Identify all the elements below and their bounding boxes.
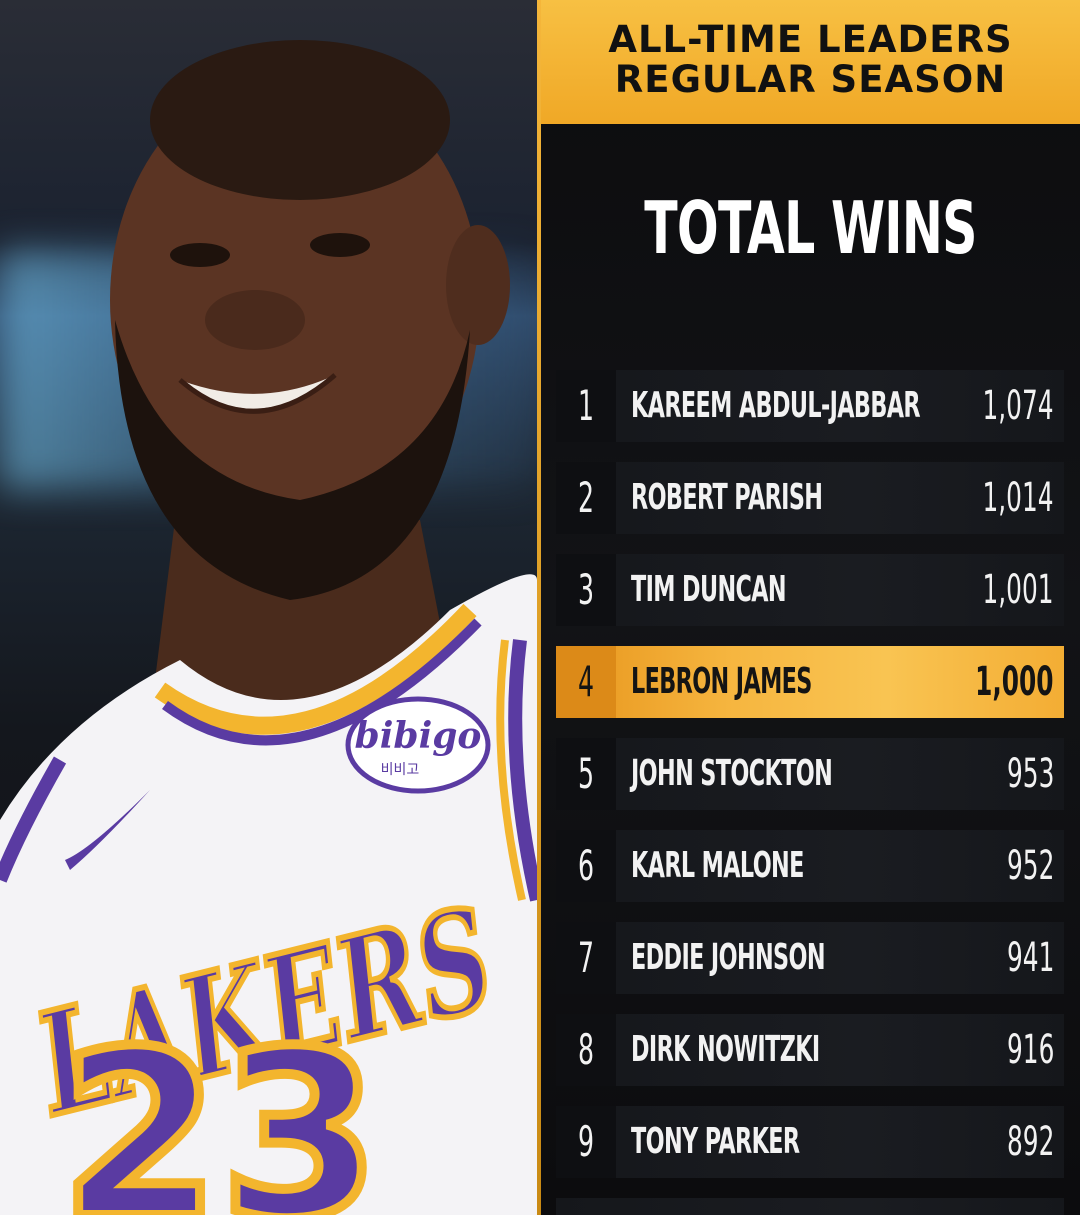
- rank-cell: [556, 1106, 616, 1178]
- leader-rank: 2: [577, 473, 595, 522]
- leader-row: 1 KAREEM ABDUL-JABBAR 1,074: [556, 370, 1064, 442]
- player-photo: LAKERS 23 bibigo 비비고: [0, 0, 537, 1215]
- leader-row: 8 DIRK NOWITZKI 916: [556, 1014, 1064, 1086]
- leader-rank: 8: [577, 1025, 595, 1074]
- leader-name: KAREEM ABDUL-JABBAR: [631, 385, 921, 426]
- leader-row: 2 ROBERT PARISH 1,014: [556, 462, 1064, 534]
- leader-wins: 953: [1006, 751, 1054, 797]
- leader-wins: 916: [1006, 1027, 1054, 1073]
- leader-wins: 892: [1006, 1119, 1054, 1165]
- leader-row: 9 TONY PARKER 892: [556, 1106, 1064, 1178]
- leader-list: 1 KAREEM ABDUL-JABBAR 1,074 2 ROBERT PARISH 1…: [556, 370, 1064, 1215]
- swoosh-icon: [65, 790, 150, 870]
- stat-title: TOTAL WINS: [644, 186, 977, 270]
- header-title-line1: ALL-TIME LEADERS: [608, 18, 1013, 61]
- leader-rank: 7: [577, 933, 595, 982]
- rank-cell: [556, 922, 616, 994]
- leader-row: 7 EDDIE JOHNSON 941: [556, 922, 1064, 994]
- rank-cell: [556, 1014, 616, 1086]
- gold-divider: [537, 0, 541, 1215]
- leader-rank: 5: [577, 749, 595, 798]
- leader-name: JOHN STOCKTON: [631, 753, 833, 794]
- leader-row: 5 JOHN STOCKTON 953: [556, 738, 1064, 810]
- leader-name: TONY PARKER: [631, 1121, 800, 1162]
- leader-row: 4 LEBRON JAMES 1,000: [556, 646, 1064, 718]
- leader-wins: 1,074: [983, 383, 1054, 429]
- leader-wins: 1,000: [975, 659, 1054, 705]
- jersey-number: 23: [60, 1003, 380, 1215]
- leader-row-partial: [556, 1198, 1064, 1215]
- leader-rank: 1: [577, 381, 595, 430]
- leader-name: LEBRON JAMES: [631, 661, 812, 702]
- leader-name: EDDIE JOHNSON: [631, 937, 826, 978]
- header-banner: ALL-TIME LEADERS REGULAR SEASON: [541, 0, 1080, 124]
- leader-wins: 1,014: [983, 475, 1054, 521]
- rank-cell: [556, 738, 616, 810]
- rank-cell: [556, 462, 616, 534]
- sponsor-patch-subtext: 비비고: [381, 762, 420, 778]
- header-title-line2: REGULAR SEASON: [614, 58, 1007, 101]
- leader-name: ROBERT PARISH: [631, 477, 823, 518]
- leader-rank: 3: [577, 565, 595, 614]
- rank-cell: [556, 370, 616, 442]
- leader-wins: 1,001: [983, 567, 1054, 613]
- leader-wins: 941: [1006, 935, 1054, 981]
- rank-cell: [556, 830, 616, 902]
- leader-rank: 4: [577, 657, 595, 706]
- sponsor-patch-text: bibigo: [355, 715, 482, 757]
- leader-name: TIM DUNCAN: [631, 569, 787, 610]
- leader-wins: 952: [1006, 843, 1054, 889]
- leader-name: DIRK NOWITZKI: [631, 1029, 820, 1070]
- leader-name: KARL MALONE: [631, 845, 804, 886]
- leaderboard-panel: ALL-TIME LEADERS REGULAR SEASON TOTAL WI…: [541, 0, 1080, 1215]
- rank-cell: [556, 554, 616, 626]
- player-illustration: LAKERS 23 bibigo 비비고: [0, 40, 537, 1215]
- leader-rank: 9: [577, 1117, 595, 1166]
- leader-row: 6 KARL MALONE 952: [556, 830, 1064, 902]
- leader-rank: 6: [577, 841, 595, 890]
- rank-cell: [556, 646, 616, 718]
- leader-row: 3 TIM DUNCAN 1,001: [556, 554, 1064, 626]
